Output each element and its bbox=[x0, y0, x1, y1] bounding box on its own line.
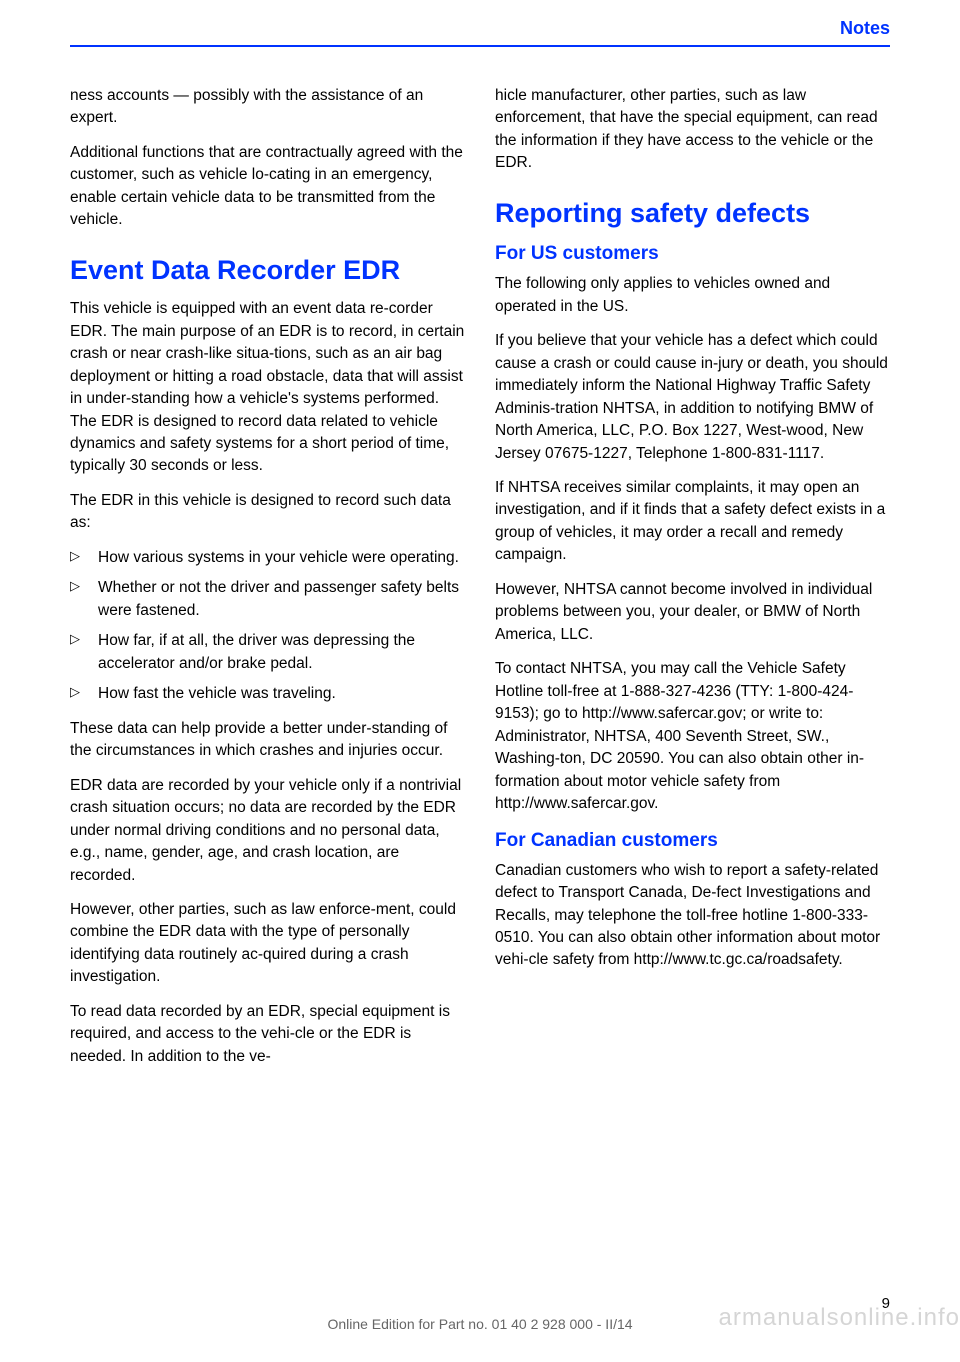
paragraph: These data can help provide a better und… bbox=[70, 718, 465, 763]
subheading-us-customers: For US customers bbox=[495, 243, 890, 265]
bullet-marker-icon: ▷ bbox=[70, 630, 98, 675]
heading-safety-defects: Reporting safety defects bbox=[495, 197, 890, 229]
paragraph: If you believe that your vehicle has a d… bbox=[495, 330, 890, 465]
page-content: ness accounts — possibly with the assist… bbox=[0, 55, 960, 1080]
paragraph: Additional functions that are contractua… bbox=[70, 142, 465, 232]
section-title: Notes bbox=[70, 18, 890, 39]
paragraph: hicle manufacturer, other parties, such … bbox=[495, 85, 890, 175]
watermark: armanualsonline.info bbox=[719, 1304, 960, 1332]
bullet-marker-icon: ▷ bbox=[70, 577, 98, 622]
paragraph: Canadian customers who wish to report a … bbox=[495, 860, 890, 972]
header-divider bbox=[70, 45, 890, 47]
paragraph: The EDR in this vehicle is designed to r… bbox=[70, 490, 465, 535]
paragraph: ness accounts — possibly with the assist… bbox=[70, 85, 465, 130]
bullet-item: ▷ How fast the vehicle was traveling. bbox=[70, 683, 465, 705]
heading-edr: Event Data Recorder EDR bbox=[70, 254, 465, 286]
bullet-marker-icon: ▷ bbox=[70, 683, 98, 705]
bullet-item: ▷ How far, if at all, the driver was dep… bbox=[70, 630, 465, 675]
right-column: hicle manufacturer, other parties, such … bbox=[495, 85, 890, 1080]
paragraph: The following only applies to vehicles o… bbox=[495, 273, 890, 318]
page-header: Notes bbox=[0, 0, 960, 55]
bullet-list: ▷ How various systems in your vehicle we… bbox=[70, 547, 465, 706]
paragraph: EDR data are recorded by your vehicle on… bbox=[70, 775, 465, 887]
paragraph: However, other parties, such as law enfo… bbox=[70, 899, 465, 989]
bullet-text: How far, if at all, the driver was depre… bbox=[98, 630, 465, 675]
left-column: ness accounts — possibly with the assist… bbox=[70, 85, 465, 1080]
bullet-text: How fast the vehicle was traveling. bbox=[98, 683, 465, 705]
subheading-canadian-customers: For Canadian customers bbox=[495, 830, 890, 852]
paragraph: To contact NHTSA, you may call the Vehic… bbox=[495, 658, 890, 815]
bullet-text: Whether or not the driver and passenger … bbox=[98, 577, 465, 622]
bullet-item: ▷ How various systems in your vehicle we… bbox=[70, 547, 465, 569]
paragraph: However, NHTSA cannot become involved in… bbox=[495, 579, 890, 646]
paragraph: If NHTSA receives similar complaints, it… bbox=[495, 477, 890, 567]
bullet-text: How various systems in your vehicle were… bbox=[98, 547, 465, 569]
bullet-marker-icon: ▷ bbox=[70, 547, 98, 569]
paragraph: This vehicle is equipped with an event d… bbox=[70, 298, 465, 478]
bullet-item: ▷ Whether or not the driver and passenge… bbox=[70, 577, 465, 622]
paragraph: To read data recorded by an EDR, special… bbox=[70, 1001, 465, 1068]
